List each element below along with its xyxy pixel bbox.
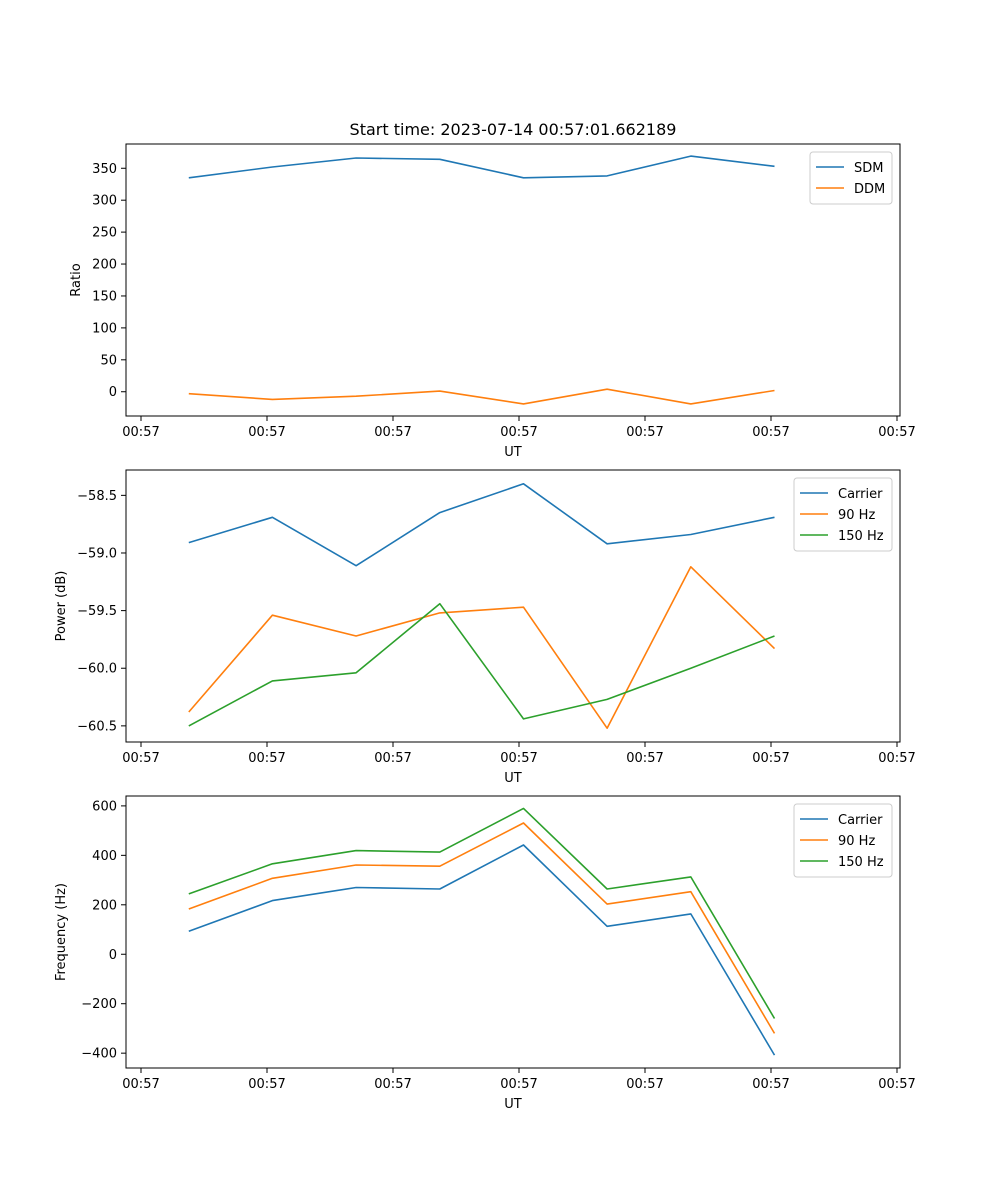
axes-frame	[125, 143, 901, 417]
axes-frame	[125, 469, 901, 743]
subplot-1: 00:5700:5700:5700:5700:5700:5700:5700:58…	[69, 120, 916, 460]
x-tick-label: 00:57	[752, 1077, 789, 1092]
x-tick-label: 00:57	[500, 751, 537, 766]
axes-frame	[125, 795, 901, 1069]
subplot-3: 00:5700:5700:5700:5700:5700:5700:5700:58…	[54, 795, 916, 1112]
legend-label: 90 Hz	[838, 834, 875, 849]
y-tick-label: 250	[92, 226, 117, 241]
y-tick-label: 0	[109, 385, 117, 400]
plot-area	[126, 470, 900, 742]
y-tick-label: −59.0	[77, 546, 117, 561]
x-tick-label: 00:57	[878, 1077, 915, 1092]
x-tick-label: 00:57	[248, 751, 285, 766]
plot-area	[126, 796, 900, 1068]
x-tick-label: 00:57	[626, 751, 663, 766]
y-tick-label: 400	[92, 849, 117, 864]
series-line-ddm	[188, 388, 775, 405]
legend-label: DDM	[854, 182, 885, 197]
x-tick-label: 00:57	[500, 1077, 537, 1092]
x-tick-label: 00:57	[248, 1077, 285, 1092]
x-tick-label: 00:57	[878, 425, 915, 440]
legend-box	[809, 151, 893, 205]
legend-label: Carrier	[838, 813, 883, 828]
legend-box	[793, 803, 893, 878]
x-tick-label: 00:57	[374, 1077, 411, 1092]
y-tick-label: 100	[92, 321, 117, 336]
x-tick-label: 00:57	[374, 751, 411, 766]
series-line-carrier	[188, 844, 776, 1056]
y-tick-label: 50	[100, 353, 117, 368]
x-tick-label: 00:57	[626, 1077, 663, 1092]
series-line-90-hz	[188, 822, 776, 1034]
series-line-150-hz	[188, 602, 775, 727]
y-axis-label: Power (dB)	[54, 571, 69, 642]
y-tick-label: −200	[81, 997, 117, 1012]
x-tick-label: 00:57	[248, 425, 285, 440]
y-tick-label: −60.0	[77, 662, 117, 677]
x-axis-label: UT	[504, 1097, 522, 1112]
y-tick-label: 300	[92, 194, 117, 209]
x-tick-label: 00:57	[752, 751, 789, 766]
y-tick-label: 200	[92, 898, 117, 913]
legend-label: 150 Hz	[838, 529, 884, 544]
legend: SDM DDM	[809, 151, 893, 205]
x-axis-label: UT	[504, 771, 522, 786]
legend: Carrier 90 Hz 150 Hz	[793, 803, 893, 878]
x-tick-label: 00:57	[122, 425, 159, 440]
legend-label: 150 Hz	[838, 855, 884, 870]
y-tick-label: −60.5	[77, 719, 117, 734]
series-line-carrier	[188, 482, 775, 567]
chart-title: Start time: 2023-07-14 00:57:01.662189	[350, 120, 677, 139]
y-tick-label: −59.5	[77, 604, 117, 619]
series-line-sdm	[188, 155, 775, 179]
legend-label: Carrier	[838, 487, 883, 502]
series-line-90-hz	[188, 565, 776, 730]
subplot-2: 00:5700:5700:5700:5700:5700:5700:5700:58…	[54, 469, 916, 786]
legend-label: 90 Hz	[838, 508, 875, 523]
y-axis-label: Frequency (Hz)	[54, 883, 69, 981]
x-tick-label: 00:57	[122, 751, 159, 766]
x-tick-label: 00:57	[122, 1077, 159, 1092]
y-tick-label: 350	[92, 162, 117, 177]
legend-box	[793, 477, 893, 552]
y-tick-label: −58.5	[77, 489, 117, 504]
y-tick-label: 0	[109, 948, 117, 963]
y-tick-label: 600	[92, 799, 117, 814]
plot-area	[126, 144, 900, 416]
legend: Carrier 90 Hz 150 Hz	[793, 477, 893, 552]
y-tick-label: −400	[81, 1047, 117, 1062]
x-tick-label: 00:57	[878, 751, 915, 766]
x-tick-label: 00:57	[752, 425, 789, 440]
y-axis-label: Ratio	[69, 263, 84, 296]
y-tick-label: 200	[92, 258, 117, 273]
y-tick-label: 150	[92, 289, 117, 304]
x-axis-label: UT	[504, 445, 522, 460]
x-tick-label: 00:57	[626, 425, 663, 440]
series-line-150-hz	[188, 807, 776, 1019]
x-tick-label: 00:57	[374, 425, 411, 440]
x-tick-label: 00:57	[500, 425, 537, 440]
legend-label: SDM	[854, 161, 883, 176]
